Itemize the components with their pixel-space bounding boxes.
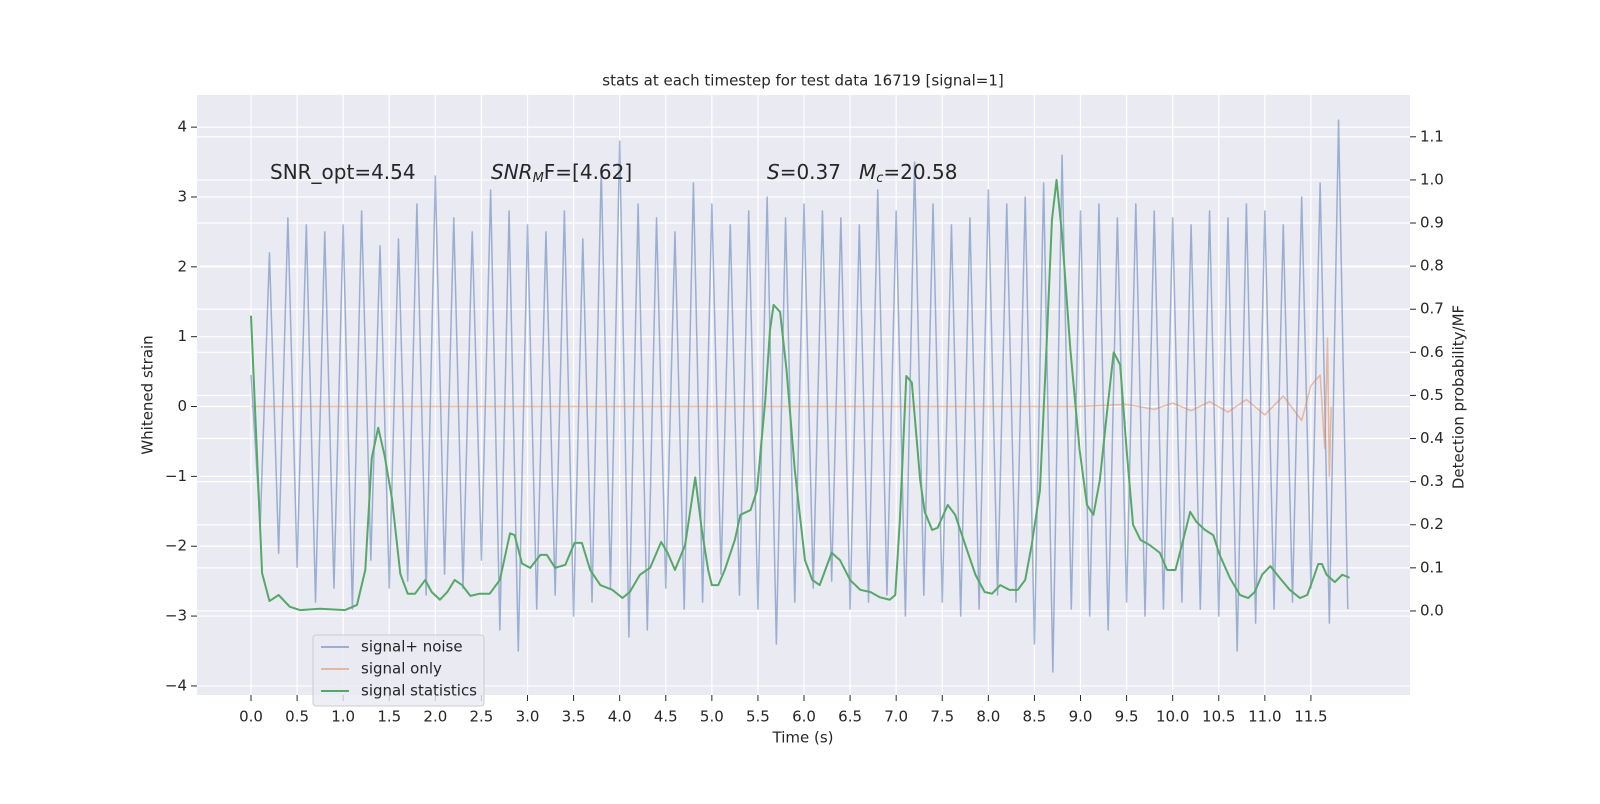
x-tick-label: 7.5 (930, 708, 954, 726)
y2-tick-label: 0.0 (1420, 601, 1444, 619)
y-tick-label: −3 (165, 607, 187, 625)
y-tick-label: −1 (165, 467, 187, 485)
x-tick-label: 0.5 (285, 708, 309, 726)
y-tick-label: −2 (165, 537, 187, 555)
y2-tick-label: 0.7 (1420, 300, 1444, 318)
marks (250, 119, 1351, 673)
chart-title: stats at each timestep for test data 167… (602, 72, 1003, 90)
y-tick-label: 1 (177, 327, 187, 345)
annotation: Mc=20.58 (859, 160, 957, 186)
series-line (250, 119, 1349, 673)
legend: signal+ noise signal only signal statistic… (312, 634, 485, 707)
x-tick-label: 4.5 (654, 708, 678, 726)
y2-tick-label: 0.2 (1420, 515, 1444, 533)
y2-tick-label: 0.9 (1420, 214, 1444, 232)
annotation-rest: =20.58 (883, 160, 957, 184)
annotation-sub: M (533, 171, 544, 186)
axes: 0.0 0.5 1.0 1.5 2.0 2.5 3.0 3.5 4.0 4.5 5.0 5.5 6.0 6… (165, 118, 1444, 726)
legend-box (312, 634, 485, 707)
annotation-base: SNR_opt=4.54 (270, 160, 416, 184)
y2-tick-label: 0.8 (1420, 257, 1444, 275)
series-line (251, 337, 1332, 478)
x-tick-label: 1.5 (377, 708, 401, 726)
y-tick-label: 4 (177, 118, 187, 136)
x-tick-label: 11.0 (1248, 708, 1281, 726)
series-line (250, 178, 1351, 612)
x-tick-label: 8.5 (1022, 708, 1046, 726)
x-tick-label: 5.5 (746, 708, 770, 726)
y2-tick-label: 1.1 (1420, 127, 1444, 145)
y-tick-label: 3 (177, 187, 187, 205)
annotation-rest: F=[4.62] (544, 160, 632, 184)
y-tick-label: −4 (165, 676, 187, 694)
x-tick-label: 2.5 (469, 708, 493, 726)
x-tick-label: 7.0 (884, 708, 908, 726)
annotation-sub: c (876, 171, 883, 186)
y2-tick-label: 0.5 (1420, 386, 1444, 404)
y-tick-label: 0 (177, 397, 187, 415)
x-tick-label: 9.0 (1069, 708, 1093, 726)
annotation: SNRMF=[4.62] (491, 160, 632, 186)
x-tick-label: 3.5 (562, 708, 586, 726)
y2-axis-label: Detection probability/MF (1450, 305, 1468, 489)
x-tick-label: 10.0 (1156, 708, 1189, 726)
annotation-base: M (859, 160, 876, 184)
x-tick-label: 3.0 (516, 708, 540, 726)
x-tick-label: 2.0 (423, 708, 447, 726)
x-tick-label: 10.5 (1202, 708, 1235, 726)
y-tick-label: 2 (177, 257, 187, 275)
y2-tick-label: 0.1 (1420, 558, 1444, 576)
x-tick-label: 6.5 (838, 708, 862, 726)
x-tick-label: 9.5 (1115, 708, 1139, 726)
x-tick-label: 5.0 (700, 708, 724, 726)
x-tick-label: 8.0 (976, 708, 1000, 726)
annotation-rest: =0.37 (780, 160, 841, 184)
legend-label: signal+ noise (361, 638, 463, 656)
y2-tick-label: 0.3 (1420, 472, 1444, 490)
x-tick-label: 1.0 (331, 708, 355, 726)
y2-tick-label: 1.0 (1420, 170, 1444, 188)
x-tick-label: 6.0 (792, 708, 816, 726)
annotation-base: S (767, 160, 780, 184)
legend-label: signal only (361, 660, 442, 678)
x-tick-label: 0.0 (239, 708, 263, 726)
y2-tick-label: 0.6 (1420, 343, 1444, 361)
x-axis-label: Time (s) (772, 729, 834, 747)
y-axis-label: Whitened strain (139, 335, 157, 454)
annotation: SNR_opt=4.54 (270, 160, 416, 184)
legend-label: signal statistics (361, 682, 477, 700)
annotation: S=0.37 (767, 160, 841, 184)
annotation-base: SNR (491, 160, 533, 184)
x-tick-label: 11.5 (1294, 708, 1327, 726)
x-tick-label: 4.0 (608, 708, 632, 726)
y2-tick-label: 0.4 (1420, 429, 1444, 447)
